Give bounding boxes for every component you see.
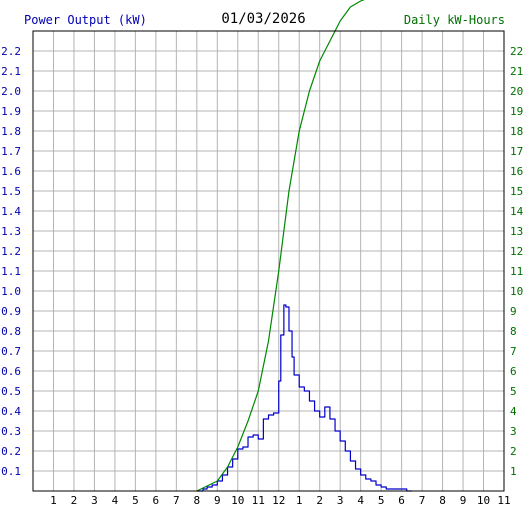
right-tick-label: 19 (510, 105, 523, 118)
left-tick-label: 1.6 (1, 165, 21, 178)
plot-frame (32, 30, 505, 492)
right-tick-label: 8 (510, 325, 517, 338)
left-tick-label: 0.2 (1, 445, 21, 458)
x-tick-label: 3 (91, 494, 98, 507)
x-tick-label: 6 (153, 494, 160, 507)
series (196, 0, 412, 492)
left-tick-label: 2.2 (1, 45, 21, 58)
x-tick-label: 1 (296, 494, 303, 507)
left-tick-label: 0.7 (1, 345, 21, 358)
x-tick-label: 8 (194, 494, 201, 507)
x-tick-label: 9 (214, 494, 221, 507)
x-tick-label: 3 (337, 494, 344, 507)
x-tick-label: 10 (477, 494, 490, 507)
x-tick-label: 2 (71, 494, 78, 507)
right-tick-label: 2 (510, 445, 517, 458)
left-tick-label: 2.0 (1, 85, 21, 98)
right-tick-label: 20 (510, 85, 523, 98)
left-tick-label: 0.6 (1, 365, 21, 378)
x-tick-label: 11 (497, 494, 510, 507)
left-tick-label: 1.8 (1, 125, 21, 138)
right-axis-title: Daily kW-Hours (403, 13, 505, 27)
right-tick-label: 22 (510, 45, 523, 58)
chart-date-title: 01/03/2026 (221, 11, 306, 27)
x-tick-label: 4 (357, 494, 364, 507)
x-tick-label: 1 (50, 494, 57, 507)
left-tick-label: 1.9 (1, 105, 21, 118)
left-tick-label: 0.4 (1, 405, 21, 418)
left-tick-label: 0.3 (1, 425, 21, 438)
left-tick-label: 0.8 (1, 325, 21, 338)
tick-labels: 1 2 3 4 5 6 7 8 9 10 11 12 1 2 3 4 5 6 7 8 9 10 110.10.20.30.4… (1, 45, 523, 507)
left-axis-title: Power Output (kW) (24, 13, 147, 27)
left-tick-label: 0.1 (1, 465, 21, 478)
right-tick-label: 10 (510, 285, 523, 298)
x-tick-label: 7 (419, 494, 426, 507)
right-tick-label: 13 (510, 225, 523, 238)
x-tick-label: 6 (398, 494, 405, 507)
right-tick-label: 14 (510, 205, 524, 218)
x-tick-label: 9 (460, 494, 467, 507)
left-tick-label: 1.4 (1, 205, 21, 218)
x-tick-label: 5 (132, 494, 139, 507)
left-tick-label: 2.1 (1, 65, 21, 78)
x-tick-label: 4 (112, 494, 119, 507)
x-tick-label: 10 (231, 494, 244, 507)
grid (33, 31, 504, 491)
x-tick-label: 7 (173, 494, 180, 507)
right-tick-label: 4 (510, 405, 517, 418)
right-tick-label: 17 (510, 145, 523, 158)
left-tick-label: 0.5 (1, 385, 21, 398)
right-tick-label: 9 (510, 305, 517, 318)
right-tick-label: 5 (510, 385, 517, 398)
left-tick-label: 1.0 (1, 285, 21, 298)
right-tick-label: 15 (510, 185, 523, 198)
right-tick-label: 6 (510, 365, 517, 378)
right-tick-label: 16 (510, 165, 523, 178)
daily-kwh-line (196, 0, 365, 492)
left-tick-label: 1.5 (1, 185, 21, 198)
power-output-line (196, 304, 412, 492)
right-tick-label: 12 (510, 245, 523, 258)
left-tick-label: 1.1 (1, 265, 21, 278)
right-tick-label: 11 (510, 265, 523, 278)
right-tick-label: 21 (510, 65, 523, 78)
x-tick-label: 11 (252, 494, 265, 507)
right-tick-label: 3 (510, 425, 517, 438)
x-tick-label: 12 (272, 494, 285, 507)
x-tick-label: 5 (378, 494, 385, 507)
left-tick-label: 1.2 (1, 245, 21, 258)
right-tick-label: 1 (510, 465, 517, 478)
right-tick-label: 18 (510, 125, 523, 138)
left-tick-label: 1.3 (1, 225, 21, 238)
left-tick-label: 1.7 (1, 145, 21, 158)
x-tick-label: 8 (439, 494, 446, 507)
right-tick-label: 7 (510, 345, 517, 358)
x-tick-label: 2 (316, 494, 323, 507)
left-tick-label: 0.9 (1, 305, 21, 318)
